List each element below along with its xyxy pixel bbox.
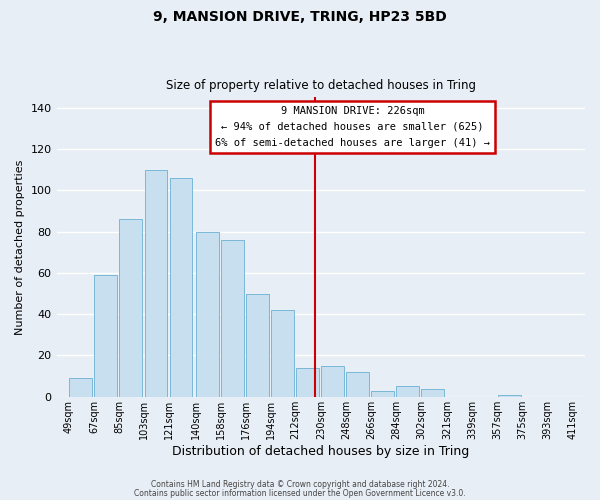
Text: Contains HM Land Registry data © Crown copyright and database right 2024.: Contains HM Land Registry data © Crown c… — [151, 480, 449, 489]
Bar — [421, 388, 444, 397]
Y-axis label: Number of detached properties: Number of detached properties — [15, 160, 25, 334]
Title: Size of property relative to detached houses in Tring: Size of property relative to detached ho… — [166, 79, 476, 92]
Bar — [346, 372, 369, 397]
Bar — [70, 378, 92, 397]
Text: 9, MANSION DRIVE, TRING, HP23 5BD: 9, MANSION DRIVE, TRING, HP23 5BD — [153, 10, 447, 24]
Bar — [271, 310, 294, 397]
Bar — [246, 294, 269, 397]
Text: Contains public sector information licensed under the Open Government Licence v3: Contains public sector information licen… — [134, 488, 466, 498]
Bar — [296, 368, 319, 397]
Text: 9 MANSION DRIVE: 226sqm
← 94% of detached houses are smaller (625)
6% of semi-de: 9 MANSION DRIVE: 226sqm ← 94% of detache… — [215, 106, 490, 148]
Bar — [196, 232, 219, 397]
Bar — [498, 394, 521, 397]
X-axis label: Distribution of detached houses by size in Tring: Distribution of detached houses by size … — [172, 444, 469, 458]
Bar — [119, 219, 142, 397]
Bar — [371, 390, 394, 397]
Bar — [145, 170, 167, 397]
Bar — [170, 178, 193, 397]
Bar — [94, 275, 118, 397]
Bar — [396, 386, 419, 397]
Bar — [321, 366, 344, 397]
Bar — [221, 240, 244, 397]
